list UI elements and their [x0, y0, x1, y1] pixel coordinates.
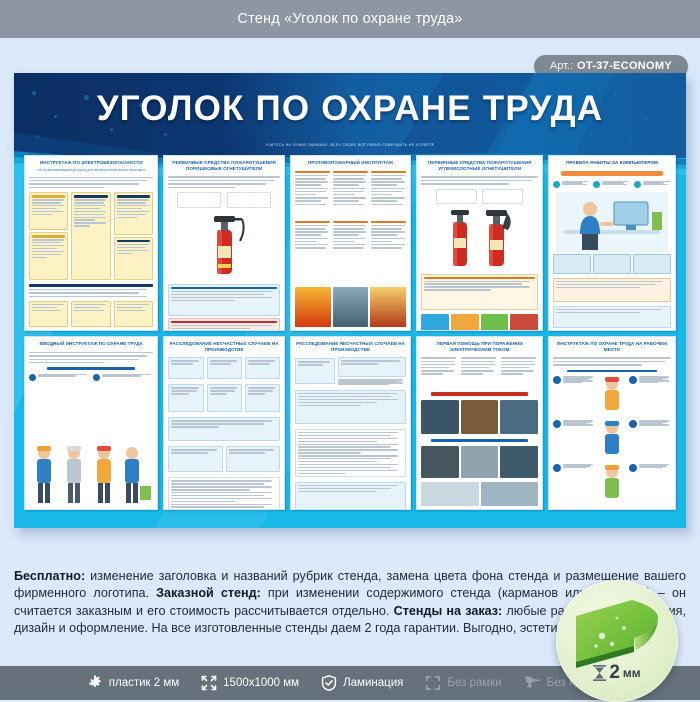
material-thickness-badge: 2 мм: [556, 580, 678, 702]
poster-first-aid-electric-shock[interactable]: ПЕРВАЯ ПОМОЩЬ ПРИ ПОРАЖЕНИИ ЭЛЕКТРИЧЕСКИ…: [416, 336, 544, 510]
poster-title: ПРОТИВОПОЖАРНЫЙ ИНСТРУКТАЖ: [307, 160, 394, 165]
poster-accident-investigation-text[interactable]: РАССЛЕДОВАНИЕ НЕСЧАСТНЫХ СЛУЧАЕВ НА ПРОИ…: [289, 336, 412, 510]
worker-figure-illustration: [605, 377, 620, 411]
poster-title: РАССЛЕДОВАНИЕ НЕСЧАСТНЫХ СЛУЧАЕВ НА ПРОИ…: [296, 341, 406, 352]
poster-title: ВВОДНЫЙ ИНСТРУКТАЖ ПО ОХРАНЕ ТРУДА: [39, 341, 143, 346]
desc-text-1: изменение заголовка и названий рубрик ст…: [14, 569, 686, 601]
spec-lamination-label: Ламинация: [343, 677, 404, 689]
poster-title: ПЕРВАЯ ПОМОЩЬ ПРИ ПОРАЖЕНИИ ЭЛЕКТРИЧЕСКИ…: [436, 341, 523, 352]
poster-body: [164, 355, 283, 509]
poster-title: РАССЛЕДОВАНИЕ НЕСЧАСТНЫХ СЛУЧАЕВ НА ПРОИ…: [169, 341, 279, 352]
thickness-unit: мм: [622, 666, 641, 680]
poster-co2-fire-extinguishers[interactable]: ПЕРВИЧНЫЕ СРЕДСТВА ПОЖАРОТУШЕНИЯ УГЛЕКИС…: [416, 155, 544, 331]
poster-row-top: ИНСТРУКТАЖ ПО ЭЛЕКТРОБЕЗОПАСНОСТИ на I-ю…: [24, 155, 676, 331]
stand-tagline: УЧИТЕСЬ НА ЧУЖИХ ОШИБКАХ, ВСЕХ СВОИХ ВСЁ…: [265, 143, 435, 147]
spec-lamination: Ламинация: [321, 675, 403, 691]
frame-icon: [426, 675, 441, 691]
poster-fire-safety-briefing[interactable]: ПРОТИВОПОЖАРНЫЙ ИНСТРУКТАЖ: [289, 155, 412, 331]
computer-workplace-illustration: [556, 191, 669, 252]
spec-size-label: 1500x1000 мм: [223, 677, 300, 689]
drill-icon: [524, 676, 540, 688]
poster-introductory-labour-briefing[interactable]: ВВОДНЫЙ ИНСТРУКТАЖ ПО ОХРАНЕ ТРУДА: [24, 336, 159, 510]
poster-title: ПРАВИЛА РАБОТЫ ЗА КОМПЬЮТЕРОМ: [566, 160, 658, 165]
co2-extinguisher-icon: [451, 209, 470, 266]
poster-subtitle: на I-ю квалификационную группу для неэле…: [37, 167, 145, 172]
worker-figure-illustration: [605, 465, 620, 499]
article-label: Арт.:: [549, 60, 574, 72]
spec-material: пластик 2 мм: [87, 675, 179, 691]
co2-extinguisher-horn-icon: [486, 209, 511, 266]
poster-title: ИНСТРУКТАЖ ПО ОХРАНЕ ТРУДА НА РАБОЧЕМ МЕ…: [557, 341, 668, 352]
safety-stand-image: УГОЛОК ПО ОХРАНЕ ТРУДА УЧИТЕСЬ НА ЧУЖИХ …: [14, 73, 686, 528]
header-geometry-decor: [14, 73, 614, 158]
spec-size: 1500x1000 мм: [201, 675, 299, 691]
thickness-label: 2 мм: [556, 662, 678, 684]
article-value: OT-37-ECONOMY: [577, 60, 672, 72]
poster-grid: ИНСТРУКТАЖ ПО ЭЛЕКТРОБЕЗОПАСНОСТИ на I-ю…: [24, 155, 676, 510]
poster-computer-work-rules[interactable]: ПРАВИЛА РАБОТЫ ЗА КОМПЬЮТЕРОМ: [548, 155, 676, 331]
page-header-bar: Стенд «Уголок по охране труда»: [0, 0, 700, 38]
resize-icon: [201, 675, 217, 691]
desc-bold-stands-to-order: Стенды на заказ:: [393, 603, 503, 618]
stand-header-band: УГОЛОК ПО ОХРАНЕ ТРУДА: [14, 73, 686, 158]
page-title: Стенд «Уголок по охране труда»: [237, 11, 463, 27]
plastic-sheet-illustration: [576, 600, 658, 668]
poster-body: [549, 169, 675, 330]
shield-check-icon: [321, 675, 337, 691]
desc-bold-free: Бесплатно:: [14, 569, 86, 583]
poster-title: ПЕРВИЧНЫЕ СРЕДСТВА ПОЖАРОТУШЕНИЯ ПОРОШКО…: [172, 160, 276, 171]
poster-body: [25, 350, 157, 509]
thickness-arrows-icon: [593, 665, 607, 681]
poster-body: [417, 355, 542, 509]
poster-body: [291, 169, 410, 330]
spec-no-frame: Без рамки: [425, 675, 502, 691]
poster-body: [549, 355, 675, 509]
spec-material-label: пластик 2 мм: [108, 677, 180, 689]
poster-title: ИНСТРУКТАЖ ПО ЭЛЕКТРОБЕЗОПАСНОСТИ: [39, 160, 143, 165]
poster-accident-investigation-flowchart[interactable]: РАССЛЕДОВАНИЕ НЕСЧАСТНЫХ СЛУЧАЕВ НА ПРОИ…: [163, 336, 285, 510]
poster-body: [164, 174, 283, 330]
poster-body: [417, 174, 542, 330]
desc-bold-custom-stand: Заказной стенд:: [156, 586, 261, 601]
gear-icon: [89, 675, 101, 688]
poster-electrical-safety-briefing[interactable]: ИНСТРУКТАЖ ПО ЭЛЕКТРОБЕЗОПАСНОСТИ на I-ю…: [24, 155, 159, 331]
poster-body: [25, 175, 157, 330]
article-number-badge: Арт.: OT-37-ECONOMY: [533, 55, 688, 78]
fire-extinguisher-icon: [214, 216, 245, 275]
worker-figure-illustration: [67, 446, 82, 503]
worker-with-cart-illustration: [125, 447, 152, 503]
stand-title: УГОЛОК ПО ОХРАНЕ ТРУДА: [96, 89, 604, 128]
worker-figure-illustration: [605, 421, 620, 455]
thickness-value: 2: [609, 662, 620, 683]
spec-no-frame-label: Без рамки: [447, 677, 502, 689]
poster-row-bottom: ВВОДНЫЙ ИНСТРУКТАЖ ПО ОХРАНЕ ТРУДА: [24, 336, 676, 510]
poster-title: ПЕРВИЧНЫЕ СРЕДСТВА ПОЖАРОТУШЕНИЯ УГЛЕКИС…: [427, 160, 532, 171]
poster-workplace-labour-briefing[interactable]: ИНСТРУКТАЖ ПО ОХРАНЕ ТРУДА НА РАБОЧЕМ МЕ…: [548, 336, 676, 510]
poster-body: [291, 355, 410, 509]
worker-figure-illustration: [37, 446, 52, 503]
worker-figure-illustration: [97, 446, 112, 503]
poster-powder-fire-extinguishers[interactable]: ПЕРВИЧНЫЕ СРЕДСТВА ПОЖАРОТУШЕНИЯ ПОРОШКО…: [163, 155, 285, 331]
